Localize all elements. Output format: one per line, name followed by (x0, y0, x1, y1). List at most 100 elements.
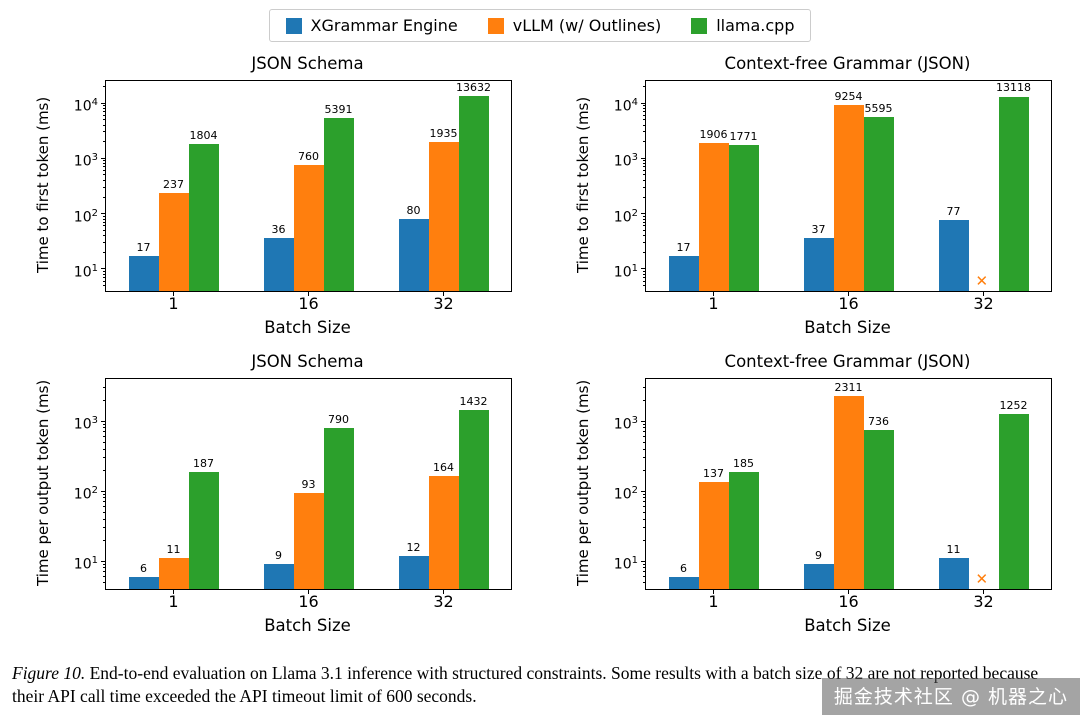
bar-xgrammar (398, 555, 429, 589)
y-minor-tick (643, 506, 646, 508)
bar-value-label: 80 (406, 204, 421, 218)
y-minor-tick (103, 85, 106, 87)
y-minor-tick (103, 160, 106, 162)
bar-xgrammar (668, 576, 699, 589)
y-minor-tick (643, 114, 646, 116)
x-tick-label: 16 (298, 294, 319, 313)
y-minor-tick (643, 119, 646, 121)
x-tick (848, 291, 849, 296)
y-minor-tick (103, 539, 106, 541)
bar-value-label: 5391 (324, 102, 353, 116)
chart-tpot-json-schema: JSON Schema Time per output token (ms) 1… (0, 348, 540, 646)
y-tick-label: 101 (73, 555, 98, 573)
y-minor-tick (643, 457, 646, 459)
x-tick-label: 32 (433, 294, 454, 313)
y-minor-tick (643, 581, 646, 583)
missing-data-marker: ✕ (975, 272, 989, 290)
y-tick (101, 213, 106, 215)
bar-value-label: 2311 (834, 380, 863, 394)
y-minor-tick (643, 166, 646, 168)
bar-llamacpp (998, 414, 1029, 589)
bar-value-label: 11 (946, 543, 961, 557)
x-tick-label: 16 (838, 294, 859, 313)
y-axis-label: Time to first token (ms) (34, 96, 52, 274)
bar-vllm (428, 142, 459, 291)
chart-title: JSON Schema (251, 352, 364, 371)
y-minor-tick (643, 273, 646, 275)
bar-vllm (698, 142, 729, 291)
y-tick (641, 420, 646, 422)
bar-llamacpp (458, 410, 489, 589)
bar-value-label: 185 (733, 457, 754, 471)
bar-value-label: 1906 (699, 127, 728, 141)
bar-value-label: 164 (433, 461, 454, 475)
x-tick (308, 589, 309, 594)
figure-grid: JSON Schema Time to first token (ms) 101… (0, 50, 1080, 646)
bar-value-label: 37 (811, 222, 826, 236)
y-tick-label: 104 (73, 97, 98, 115)
y-minor-tick (103, 448, 106, 450)
y-minor-tick (643, 469, 646, 471)
x-tick-label: 1 (708, 592, 719, 611)
chart-ttft-json-schema: JSON Schema Time to first token (ms) 101… (0, 50, 540, 348)
y-tick (641, 157, 646, 159)
y-tick-label: 103 (73, 415, 98, 433)
missing-data-marker: ✕ (975, 570, 989, 588)
bar-llamacpp (998, 96, 1029, 291)
y-minor-tick (643, 271, 646, 273)
y-tick-label: 102 (613, 207, 638, 226)
y-minor-tick (103, 229, 106, 231)
y-minor-tick (643, 539, 646, 541)
y-minor-tick (643, 285, 646, 287)
y-tick (101, 560, 106, 562)
bar-vllm (158, 558, 189, 589)
plot-area: 101 102 103 104 1 17 237 1804 16 36 760 5391 32 80 193… (74, 80, 512, 313)
bar-value-label: 736 (868, 415, 889, 429)
y-minor-tick (103, 111, 106, 113)
bar-llamacpp (728, 144, 759, 291)
y-tick-label: 103 (73, 152, 98, 170)
x-tick (713, 589, 714, 594)
y-minor-tick (103, 387, 106, 389)
y-minor-tick (103, 563, 106, 565)
y-minor-tick (103, 511, 106, 513)
bar-value-label: 6 (140, 561, 147, 575)
y-minor-tick (643, 277, 646, 279)
y-minor-tick (103, 107, 106, 109)
y-minor-tick (103, 423, 106, 425)
bar-llamacpp (863, 116, 894, 291)
y-tick-label: 101 (73, 262, 98, 281)
y-minor-tick (103, 114, 106, 116)
y-tick-label: 101 (613, 262, 638, 281)
y-tick-label: 102 (613, 485, 638, 503)
bar-value-label: 187 (193, 457, 214, 471)
bar-value-label: 1935 (429, 127, 458, 141)
y-tick-label: 102 (73, 207, 98, 226)
legend-swatch-xgrammar (285, 17, 302, 34)
legend-label-vllm: vLLM (w/ Outlines) (512, 16, 662, 35)
y-minor-tick (643, 221, 646, 223)
x-tick (173, 589, 174, 594)
bar-vllm (833, 395, 864, 589)
bar-xgrammar (128, 256, 159, 291)
y-minor-tick (103, 242, 106, 244)
y-minor-tick (643, 215, 646, 217)
bar-llamacpp (323, 428, 354, 589)
y-minor-tick (643, 563, 646, 565)
y-minor-tick (643, 174, 646, 176)
y-minor-tick (643, 160, 646, 162)
y-minor-tick (103, 235, 106, 237)
bar-vllm (293, 493, 324, 589)
y-minor-tick (643, 107, 646, 109)
legend-swatch-llamacpp (691, 17, 708, 34)
y-minor-tick (103, 527, 106, 529)
bar-value-label: 237 (163, 177, 184, 191)
y-minor-tick (103, 431, 106, 433)
y-tick (101, 157, 106, 159)
y-minor-tick (103, 196, 106, 198)
y-minor-tick (643, 229, 646, 231)
watermark: 掘金技术社区 @ 机器之心 (821, 678, 1080, 715)
y-minor-tick (643, 196, 646, 198)
bar-vllm (698, 481, 729, 589)
